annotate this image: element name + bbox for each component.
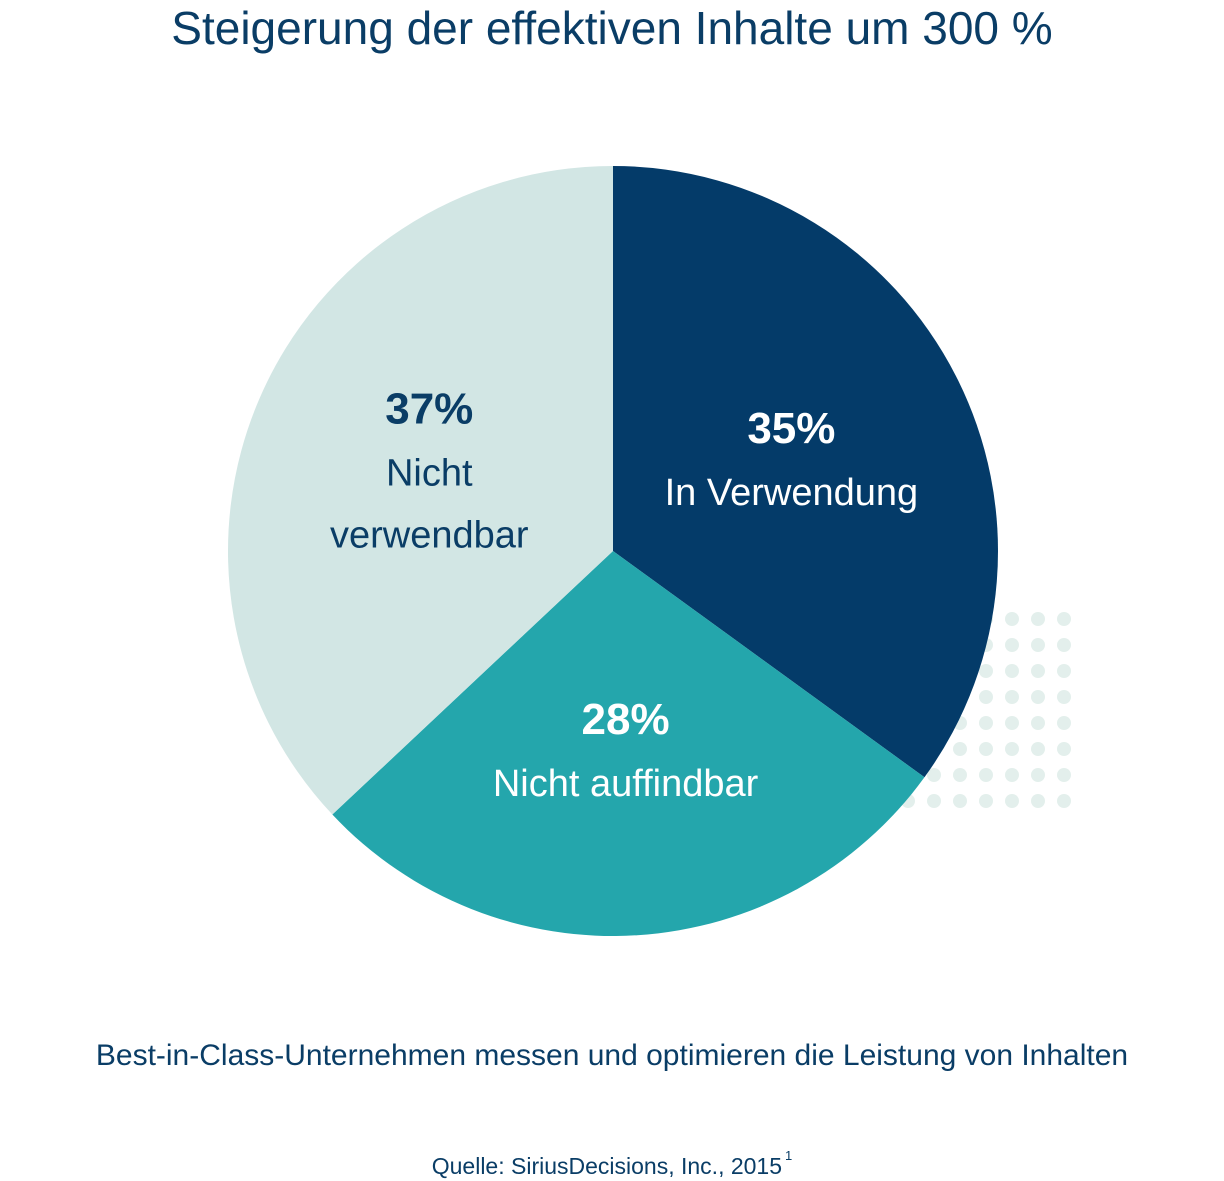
decorative-dot [927,768,941,782]
decorative-dot [979,768,993,782]
decorative-dot [1031,664,1045,678]
decorative-dot [979,716,993,730]
decorative-dot [953,794,967,808]
decorative-dot [953,768,967,782]
decorative-dot [1057,690,1071,704]
decorative-dot [1057,612,1071,626]
decorative-dot [1005,794,1019,808]
decorative-dot [979,742,993,756]
decorative-dot [1057,716,1071,730]
decorative-dot [1057,768,1071,782]
decorative-dot [1057,664,1071,678]
decorative-dot [1005,742,1019,756]
pie-slice [332,551,925,937]
pie-slice [613,166,998,778]
decorative-dot [1031,690,1045,704]
source-note: Quelle: SiriusDecisions, Inc., 2015 1 [0,1141,1224,1181]
decorative-dot [1005,690,1019,704]
decorative-dot [979,794,993,808]
decorative-dot [953,742,967,756]
decorative-dot [927,794,941,808]
decorative-dot [1005,716,1019,730]
slice-category-label: In Verwendung [665,472,919,514]
slice-value-label: 37% [385,384,473,433]
decorative-dot [1031,612,1045,626]
decorative-dot [1057,794,1071,808]
slice-category-label: Nicht auffindbar [493,763,759,805]
decorative-dot [1005,612,1019,626]
decorative-dot [1031,794,1045,808]
slice-category-label: Nicht [386,452,473,494]
slice-labels: 35% In Verwendung 28% Nicht auffindbar 37% Ni… [330,384,918,804]
footnote-marker: 1 [785,1148,793,1163]
source-text: Quelle: SiriusDecisions, Inc., 2015 [431,1153,783,1179]
decorative-dot [1031,742,1045,756]
decorative-dot [1031,638,1045,652]
decorative-dot [1005,768,1019,782]
pie-slices [227,166,998,937]
decorative-dot [1031,768,1045,782]
decorative-dot [1057,742,1071,756]
decorative-dot [979,664,993,678]
pie-slice [227,166,613,815]
caption: Best-in-Class-Unternehmen messen und opt… [95,1039,1129,1072]
slice-value-label: 35% [747,404,835,453]
chart-title: Steigerung der effektiven Inhalte um 300… [171,2,1053,54]
slice-category-label: verwendbar [330,514,529,556]
decorative-dot [1005,664,1019,678]
decorative-dot [1057,638,1071,652]
decorative-dot [1005,638,1019,652]
decorative-dot [1031,716,1045,730]
decorative-dot [979,690,993,704]
slice-value-label: 28% [582,695,670,744]
